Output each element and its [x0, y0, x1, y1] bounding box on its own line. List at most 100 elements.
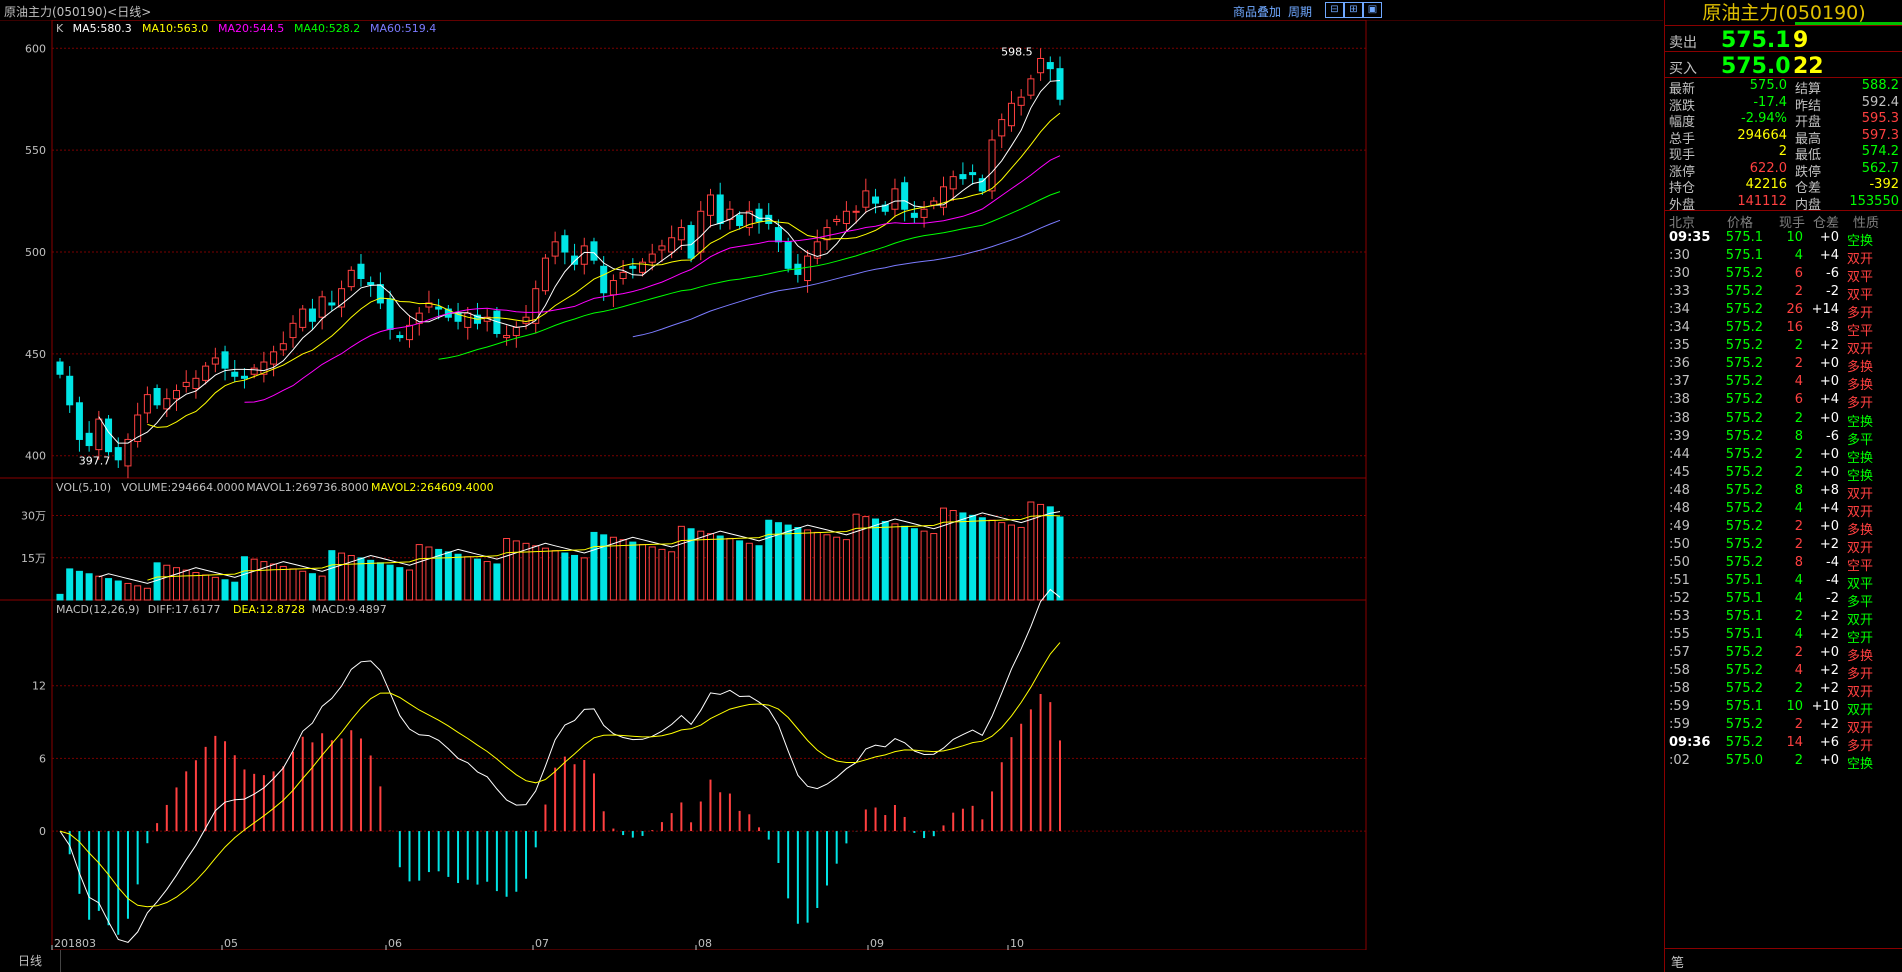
candle	[1017, 96, 1025, 106]
candle	[202, 365, 210, 381]
volume-bar	[609, 536, 617, 601]
tick-cell: +0	[1819, 374, 1839, 390]
volume-bar	[202, 574, 210, 601]
volume-bar	[978, 517, 986, 601]
candle	[134, 414, 142, 442]
tick-header-cell: 现手	[1779, 216, 1806, 231]
minimize-button[interactable]: ⊟	[1325, 2, 1344, 18]
macd-tick-label: 12	[32, 680, 46, 693]
stat-label: 内盘	[1795, 197, 1822, 213]
tick-row: :39 575.2 8 -6 多平	[1665, 429, 1902, 451]
stat-label: 最高	[1795, 131, 1822, 147]
maximize-button[interactable]: ⊞	[1344, 2, 1363, 18]
x-tick-label: 07	[535, 937, 549, 950]
kline-chart[interactable]: 400 450 500 550 600 K MA5:580.3 MA10:563.0 MA20:…	[0, 20, 1663, 950]
volume-bar	[328, 550, 336, 601]
buy-volume: 22	[1793, 54, 1824, 79]
volume-bar	[318, 575, 326, 601]
candle	[910, 212, 918, 218]
candle	[590, 241, 598, 261]
tick-cell: 2	[1794, 518, 1803, 534]
volume-bar	[988, 519, 996, 601]
window-title: 原油主力(050190)<日线>	[4, 5, 152, 19]
tick-cell: 575.1	[1725, 572, 1763, 588]
tick-cell: +4	[1819, 500, 1839, 516]
tick-cell: :38	[1669, 410, 1690, 426]
candle	[774, 227, 782, 243]
tick-cell: 空换	[1847, 414, 1874, 430]
tick-cell: 575.2	[1725, 554, 1763, 570]
tick-cell: 2	[1794, 446, 1803, 462]
period-link[interactable]: 周期	[1288, 5, 1313, 19]
candle	[172, 390, 181, 400]
tick-cell: 14	[1786, 735, 1803, 751]
volume-bar	[619, 539, 627, 601]
candle	[289, 322, 297, 339]
stat-value: 294664	[1737, 127, 1787, 143]
candle	[406, 324, 414, 341]
volume-bar	[697, 530, 705, 601]
tick-header-cell: 北京	[1669, 216, 1696, 231]
candle	[920, 208, 928, 218]
tick-cell: 575.2	[1725, 645, 1763, 661]
candle	[842, 210, 850, 224]
candle	[328, 302, 336, 306]
macd-legend-item: DIFF:17.6177	[148, 603, 221, 616]
tick-cell: 多换	[1847, 378, 1874, 394]
candle	[901, 182, 909, 210]
period-tab-daily[interactable]: 日线	[0, 950, 61, 972]
candle	[978, 178, 986, 192]
commodity-overlay-link[interactable]: 商品叠加	[1233, 5, 1282, 19]
stat-value: 595.3	[1861, 111, 1899, 126]
stat-label: 涨跌	[1669, 98, 1696, 114]
candle	[1037, 57, 1045, 74]
volume-bar	[872, 518, 880, 601]
volume-bar	[852, 513, 860, 601]
tick-mode-tab[interactable]: 笔	[1671, 956, 1685, 971]
tick-cell: 多换	[1847, 360, 1874, 376]
candle	[396, 335, 404, 339]
candle	[872, 196, 880, 204]
tick-row: :35 575.2 2 +2 双开	[1665, 338, 1902, 360]
tick-list: 09:35 575.1 10 +0 空换:30 575.1 4 +4 双开:30 575.2 6 -6…	[1665, 230, 1902, 950]
x-tick-label: 10	[1010, 937, 1024, 950]
tick-cell: 575.1	[1725, 248, 1763, 264]
candle	[697, 210, 705, 253]
volume-bar	[939, 507, 948, 601]
candle	[105, 418, 113, 453]
ma5-line	[98, 80, 1061, 444]
tick-cell: 双开	[1847, 685, 1874, 701]
x-tick-label: 05	[224, 937, 238, 950]
stat-label: 结算	[1795, 82, 1822, 97]
candle	[629, 265, 637, 269]
volume-bar	[677, 525, 685, 601]
candle	[299, 308, 307, 328]
candle	[338, 288, 346, 308]
volume-bar	[299, 570, 307, 601]
candle	[804, 255, 812, 282]
volume-bar	[784, 524, 792, 601]
tick-cell: 2	[1794, 356, 1803, 372]
tick-cell: +2	[1819, 338, 1839, 354]
tick-cell: 575.2	[1725, 320, 1763, 336]
volume-bar	[658, 548, 666, 601]
tick-header-cell: 性质	[1853, 216, 1880, 231]
candle	[736, 214, 744, 227]
volume-bar	[435, 548, 443, 601]
volume-bar	[493, 563, 501, 601]
candle	[609, 280, 617, 296]
volume-bar	[522, 542, 530, 601]
restore-button[interactable]: ▣	[1363, 2, 1382, 18]
stat-row: 最新 575.0 结算 588.2	[1665, 78, 1902, 97]
tick-cell: :51	[1669, 572, 1690, 588]
stat-label: 昨结	[1795, 98, 1822, 114]
tick-cell: 575.2	[1725, 410, 1763, 426]
candle	[75, 402, 83, 440]
volume-bar	[163, 564, 171, 601]
tick-cell: 575.2	[1725, 536, 1763, 552]
volume-bar	[425, 546, 433, 601]
ma20-line	[244, 155, 1061, 403]
tick-cell: :53	[1669, 609, 1690, 625]
tick-header-cell: 价格	[1727, 216, 1754, 231]
candle	[143, 394, 151, 414]
